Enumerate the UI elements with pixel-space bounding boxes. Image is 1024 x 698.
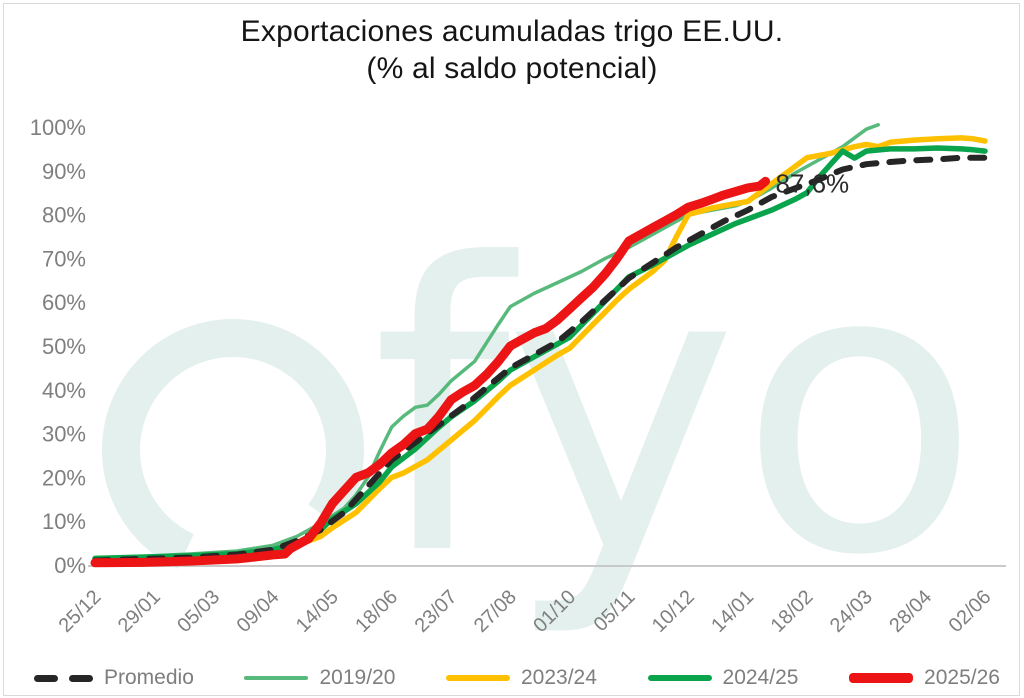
- chart-title: Exportaciones acumuladas trigo EE.UU.: [240, 15, 784, 48]
- season-2025-26-swatch: [849, 673, 914, 683]
- y-axis-tick-label: 0%: [54, 553, 86, 578]
- y-axis-tick-label: 100%: [30, 115, 86, 140]
- y-axis-tick-label: 40%: [42, 378, 86, 403]
- season-2019-20-swatch: [244, 675, 309, 681]
- y-axis-tick-label: 10%: [42, 509, 86, 534]
- legend-item-2019-20: 2019/20: [244, 666, 395, 690]
- legend-label: Promedio: [104, 666, 194, 689]
- chart-legend: Promedio 2019/20 2023/24 2024/25 2025/26: [34, 666, 1000, 690]
- x-axis-tick-label: 25/12: [55, 586, 106, 637]
- y-axis-tick-label: 60%: [42, 290, 86, 315]
- y-axis-tick-label: 20%: [42, 465, 86, 490]
- promedio-dashed-swatch: [34, 674, 93, 682]
- legend-label: 2019/20: [319, 666, 396, 689]
- legend-item-2024-25: 2024/25: [647, 666, 799, 690]
- x-axis-tick-label: 09/04: [233, 586, 284, 637]
- legend-label: 2023/24: [521, 666, 597, 689]
- y-axis-tick-label: 50%: [42, 334, 86, 359]
- chart-subtitle: (% al saldo potencial): [366, 51, 658, 85]
- legend-item-2025-26: 2025/26: [849, 666, 1000, 690]
- y-axis-tick-label: 30%: [42, 422, 86, 447]
- y-axis-tick-label: 70%: [42, 246, 86, 271]
- legend-item-2023-24: 2023/24: [446, 666, 597, 690]
- legend-label: 2024/25: [722, 666, 799, 689]
- x-axis-tick-label: 05/03: [173, 586, 224, 637]
- x-axis-tick-label: 29/01: [114, 586, 165, 637]
- legend-item-promedio: Promedio: [34, 666, 194, 690]
- legend-label: 2025/26: [924, 666, 1000, 689]
- season-2023-24-swatch: [446, 674, 510, 682]
- y-axis-tick-label: 80%: [42, 203, 86, 228]
- x-axis-tick-label: 14/05: [292, 586, 343, 637]
- series-line-2023-24: [92, 135, 988, 564]
- series-line-2025-26: [90, 176, 770, 568]
- last-value-annotation: 87,6%: [775, 168, 849, 198]
- season-2024-25-swatch: [647, 674, 712, 682]
- y-axis-tick-label: 90%: [42, 159, 86, 184]
- chart-title-block: Exportaciones acumuladas trigo EE.UU. (%…: [0, 14, 1024, 87]
